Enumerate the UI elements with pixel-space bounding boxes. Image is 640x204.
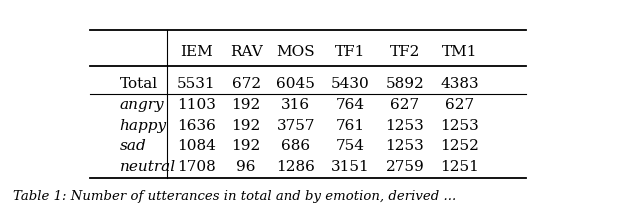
Text: neutral: neutral bbox=[120, 159, 176, 173]
Text: 6045: 6045 bbox=[276, 76, 315, 90]
Text: 1251: 1251 bbox=[440, 159, 479, 173]
Text: 764: 764 bbox=[336, 98, 365, 112]
Text: 686: 686 bbox=[281, 139, 310, 152]
Text: RAV: RAV bbox=[230, 45, 262, 59]
Text: 3151: 3151 bbox=[331, 159, 370, 173]
Text: 1252: 1252 bbox=[440, 139, 479, 152]
Text: 5430: 5430 bbox=[331, 76, 370, 90]
Text: MOS: MOS bbox=[276, 45, 315, 59]
Text: IEM: IEM bbox=[180, 45, 213, 59]
Text: 5892: 5892 bbox=[385, 76, 424, 90]
Text: TF2: TF2 bbox=[390, 45, 420, 59]
Text: happy: happy bbox=[120, 118, 167, 132]
Text: 316: 316 bbox=[281, 98, 310, 112]
Text: 2759: 2759 bbox=[385, 159, 424, 173]
Text: 1253: 1253 bbox=[385, 118, 424, 132]
Text: Table 1: Number of utterances in total and by emotion, derived ...: Table 1: Number of utterances in total a… bbox=[13, 189, 456, 202]
Text: 1286: 1286 bbox=[276, 159, 315, 173]
Text: 1253: 1253 bbox=[385, 139, 424, 152]
Text: 3757: 3757 bbox=[276, 118, 315, 132]
Text: 761: 761 bbox=[336, 118, 365, 132]
Text: 192: 192 bbox=[232, 139, 260, 152]
Text: 1636: 1636 bbox=[177, 118, 216, 132]
Text: angry: angry bbox=[120, 98, 164, 112]
Text: 1253: 1253 bbox=[440, 118, 479, 132]
Text: TF1: TF1 bbox=[335, 45, 365, 59]
Text: 1103: 1103 bbox=[177, 98, 216, 112]
Text: 96: 96 bbox=[236, 159, 256, 173]
Text: 5531: 5531 bbox=[177, 76, 216, 90]
Text: 1708: 1708 bbox=[177, 159, 216, 173]
Text: 754: 754 bbox=[336, 139, 365, 152]
Text: 192: 192 bbox=[232, 118, 260, 132]
Text: TM1: TM1 bbox=[442, 45, 477, 59]
Text: 627: 627 bbox=[445, 98, 474, 112]
Text: 627: 627 bbox=[390, 98, 419, 112]
Text: 672: 672 bbox=[232, 76, 260, 90]
Text: 1084: 1084 bbox=[177, 139, 216, 152]
Text: 192: 192 bbox=[232, 98, 260, 112]
Text: 4383: 4383 bbox=[440, 76, 479, 90]
Text: sad: sad bbox=[120, 139, 147, 152]
Text: Total: Total bbox=[120, 76, 158, 90]
